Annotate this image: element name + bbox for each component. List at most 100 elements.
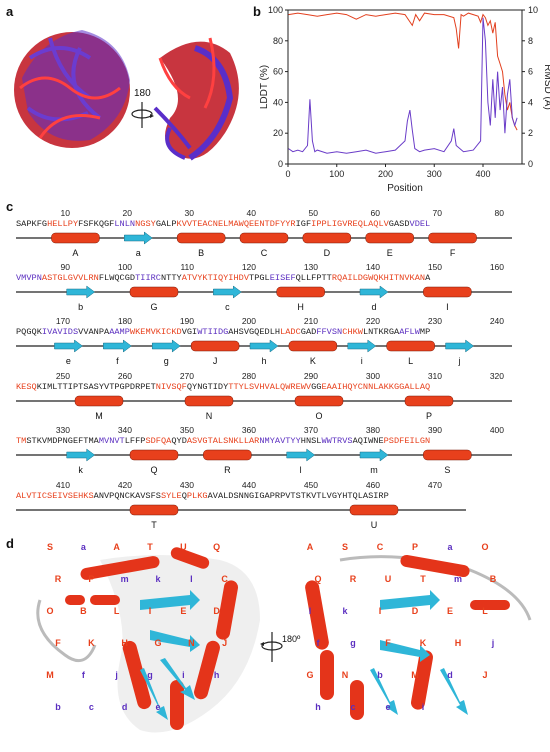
secondary-structure-label: l [300, 465, 302, 475]
sequence-position-number: 240 [489, 316, 504, 326]
structure-element-label: I [149, 606, 152, 616]
y-right-tick-label: 0 [528, 159, 533, 169]
y-right-tick-label: 8 [528, 36, 533, 46]
rotation-label-d: 180º [282, 634, 301, 644]
sequence-segment: WWTRVS [321, 436, 353, 446]
sequence-segment: AHSVGQEDLH [228, 327, 281, 337]
sequence-position-number: 190 [179, 316, 194, 326]
sequence-segment: WKEMVKICKD [129, 327, 182, 337]
helix-cylinder [428, 232, 477, 244]
sequence-segment: TTYLSVHVALQWREWV [228, 382, 312, 392]
secondary-structure-label: j [458, 356, 461, 366]
secondary-structure-label: Q [150, 465, 157, 475]
sequence-position-number: 360 [241, 425, 256, 435]
helix-cylinder [365, 232, 414, 244]
sequence-position-number: 280 [241, 371, 256, 381]
structure-element-label: N [188, 638, 195, 648]
panel-a-letter: a [6, 4, 14, 19]
sequence-segment: IVAVIDS [41, 327, 79, 337]
sequence-segment: VMVPN [16, 273, 42, 283]
structure-element-label: F [385, 638, 391, 648]
sequence-segment: ATVYKTIQYIHDV [181, 273, 250, 283]
helix-cylinder [386, 340, 435, 352]
helix-cylinder [276, 286, 325, 298]
structure-element-label: B [490, 574, 497, 584]
sequence-position-number: 210 [303, 316, 318, 326]
secondary-structure-label: F [450, 248, 456, 258]
structure-element-label: E [447, 606, 453, 616]
structure-element-label: J [222, 638, 227, 648]
sequence-segment: QYNGTIDY [186, 382, 229, 392]
sequence-segment: IGF [295, 219, 312, 229]
rotation-icon [131, 102, 154, 128]
sequence-segment: KVVTEACNELMAWQEEN [176, 219, 265, 229]
structure-element-label: K [420, 638, 427, 648]
strand-arrow [249, 339, 279, 353]
sequence-segment: LADC [280, 327, 301, 337]
structure-element-label: I [379, 606, 382, 616]
secondary-structure-label: P [426, 411, 432, 421]
structure-element-label: U [385, 574, 392, 584]
helix-cylinder [404, 395, 454, 407]
secondary-structure-label: i [361, 356, 363, 366]
structure-element-label: l [190, 574, 193, 584]
secondary-structure-label: b [78, 302, 83, 312]
sequence-position-number: 320 [489, 371, 504, 381]
secondary-structure-label: A [72, 248, 78, 258]
sequence-segment: LNLN [114, 219, 136, 229]
sequence-segment: ALVTICSEIVSEHKS [16, 491, 94, 501]
sequence-position-number: 30 [184, 208, 194, 218]
sequence-segment: MP [419, 327, 431, 337]
secondary-structure-label: H [297, 302, 304, 312]
structure-element-label: e [385, 702, 390, 712]
sequence-position-number: 120 [241, 262, 256, 272]
sequence-segment: NIVSQF [155, 382, 187, 392]
sequence-segment: CHKW [342, 327, 363, 337]
structure-element-label: Q [314, 574, 321, 584]
sequence-segment: RQAILDGWQKHITNVKAN [331, 273, 426, 283]
sequence-segment: TPGL [249, 273, 270, 283]
structure-element-label: k [342, 606, 348, 616]
sequence-segment: LNTKRGA [362, 327, 400, 337]
strand-arrow [359, 285, 389, 299]
helix-cylinder [129, 449, 179, 461]
sequence-position-number: 10 [60, 208, 70, 218]
sequence-position-number: 260 [117, 371, 132, 381]
structure-element-label: h [315, 702, 321, 712]
sequence-segment: SYLE [160, 491, 182, 501]
sequence-segment: HNSL [300, 436, 322, 446]
sequence-segment: ASVGTALSNKLLAR [186, 436, 260, 446]
structure-element-label: G [154, 638, 161, 648]
sequence-position-number: 340 [117, 425, 132, 435]
secondary-structure-label: L [408, 356, 413, 366]
sequence-segment: A [425, 273, 431, 283]
sequence-segment: VDEL [409, 219, 431, 229]
sequence-position-number: 140 [365, 262, 380, 272]
sequence-position-number: 430 [179, 480, 194, 490]
sequence-position-number: 200 [241, 316, 256, 326]
structure-element-label: P [412, 542, 418, 552]
structure-element-label: L [482, 606, 488, 616]
sequence-segment: NTTY [160, 273, 182, 283]
structure-element-label: f [82, 670, 86, 680]
secondary-structure-label: h [261, 356, 266, 366]
sequence-position-number: 290 [303, 371, 318, 381]
secondary-structure-label: K [310, 356, 316, 366]
secondary-structure-label: k [78, 465, 83, 475]
secondary-structure-label: c [225, 302, 230, 312]
sequence-segment: NMYAVTYY [259, 436, 301, 446]
structure-element-label: T [147, 542, 153, 552]
structure-element-label: K [88, 638, 95, 648]
structure-element-label: G [306, 670, 313, 680]
y-left-tick-label: 20 [273, 128, 283, 138]
sequence-position-number: 170 [55, 316, 70, 326]
helix-cylinder [176, 232, 226, 244]
structure-element-label: L [114, 606, 120, 616]
rotation-label: 180 [134, 88, 151, 99]
sequence-segment: WTIIDG [197, 327, 229, 337]
secondary-structure-label: J [213, 356, 218, 366]
